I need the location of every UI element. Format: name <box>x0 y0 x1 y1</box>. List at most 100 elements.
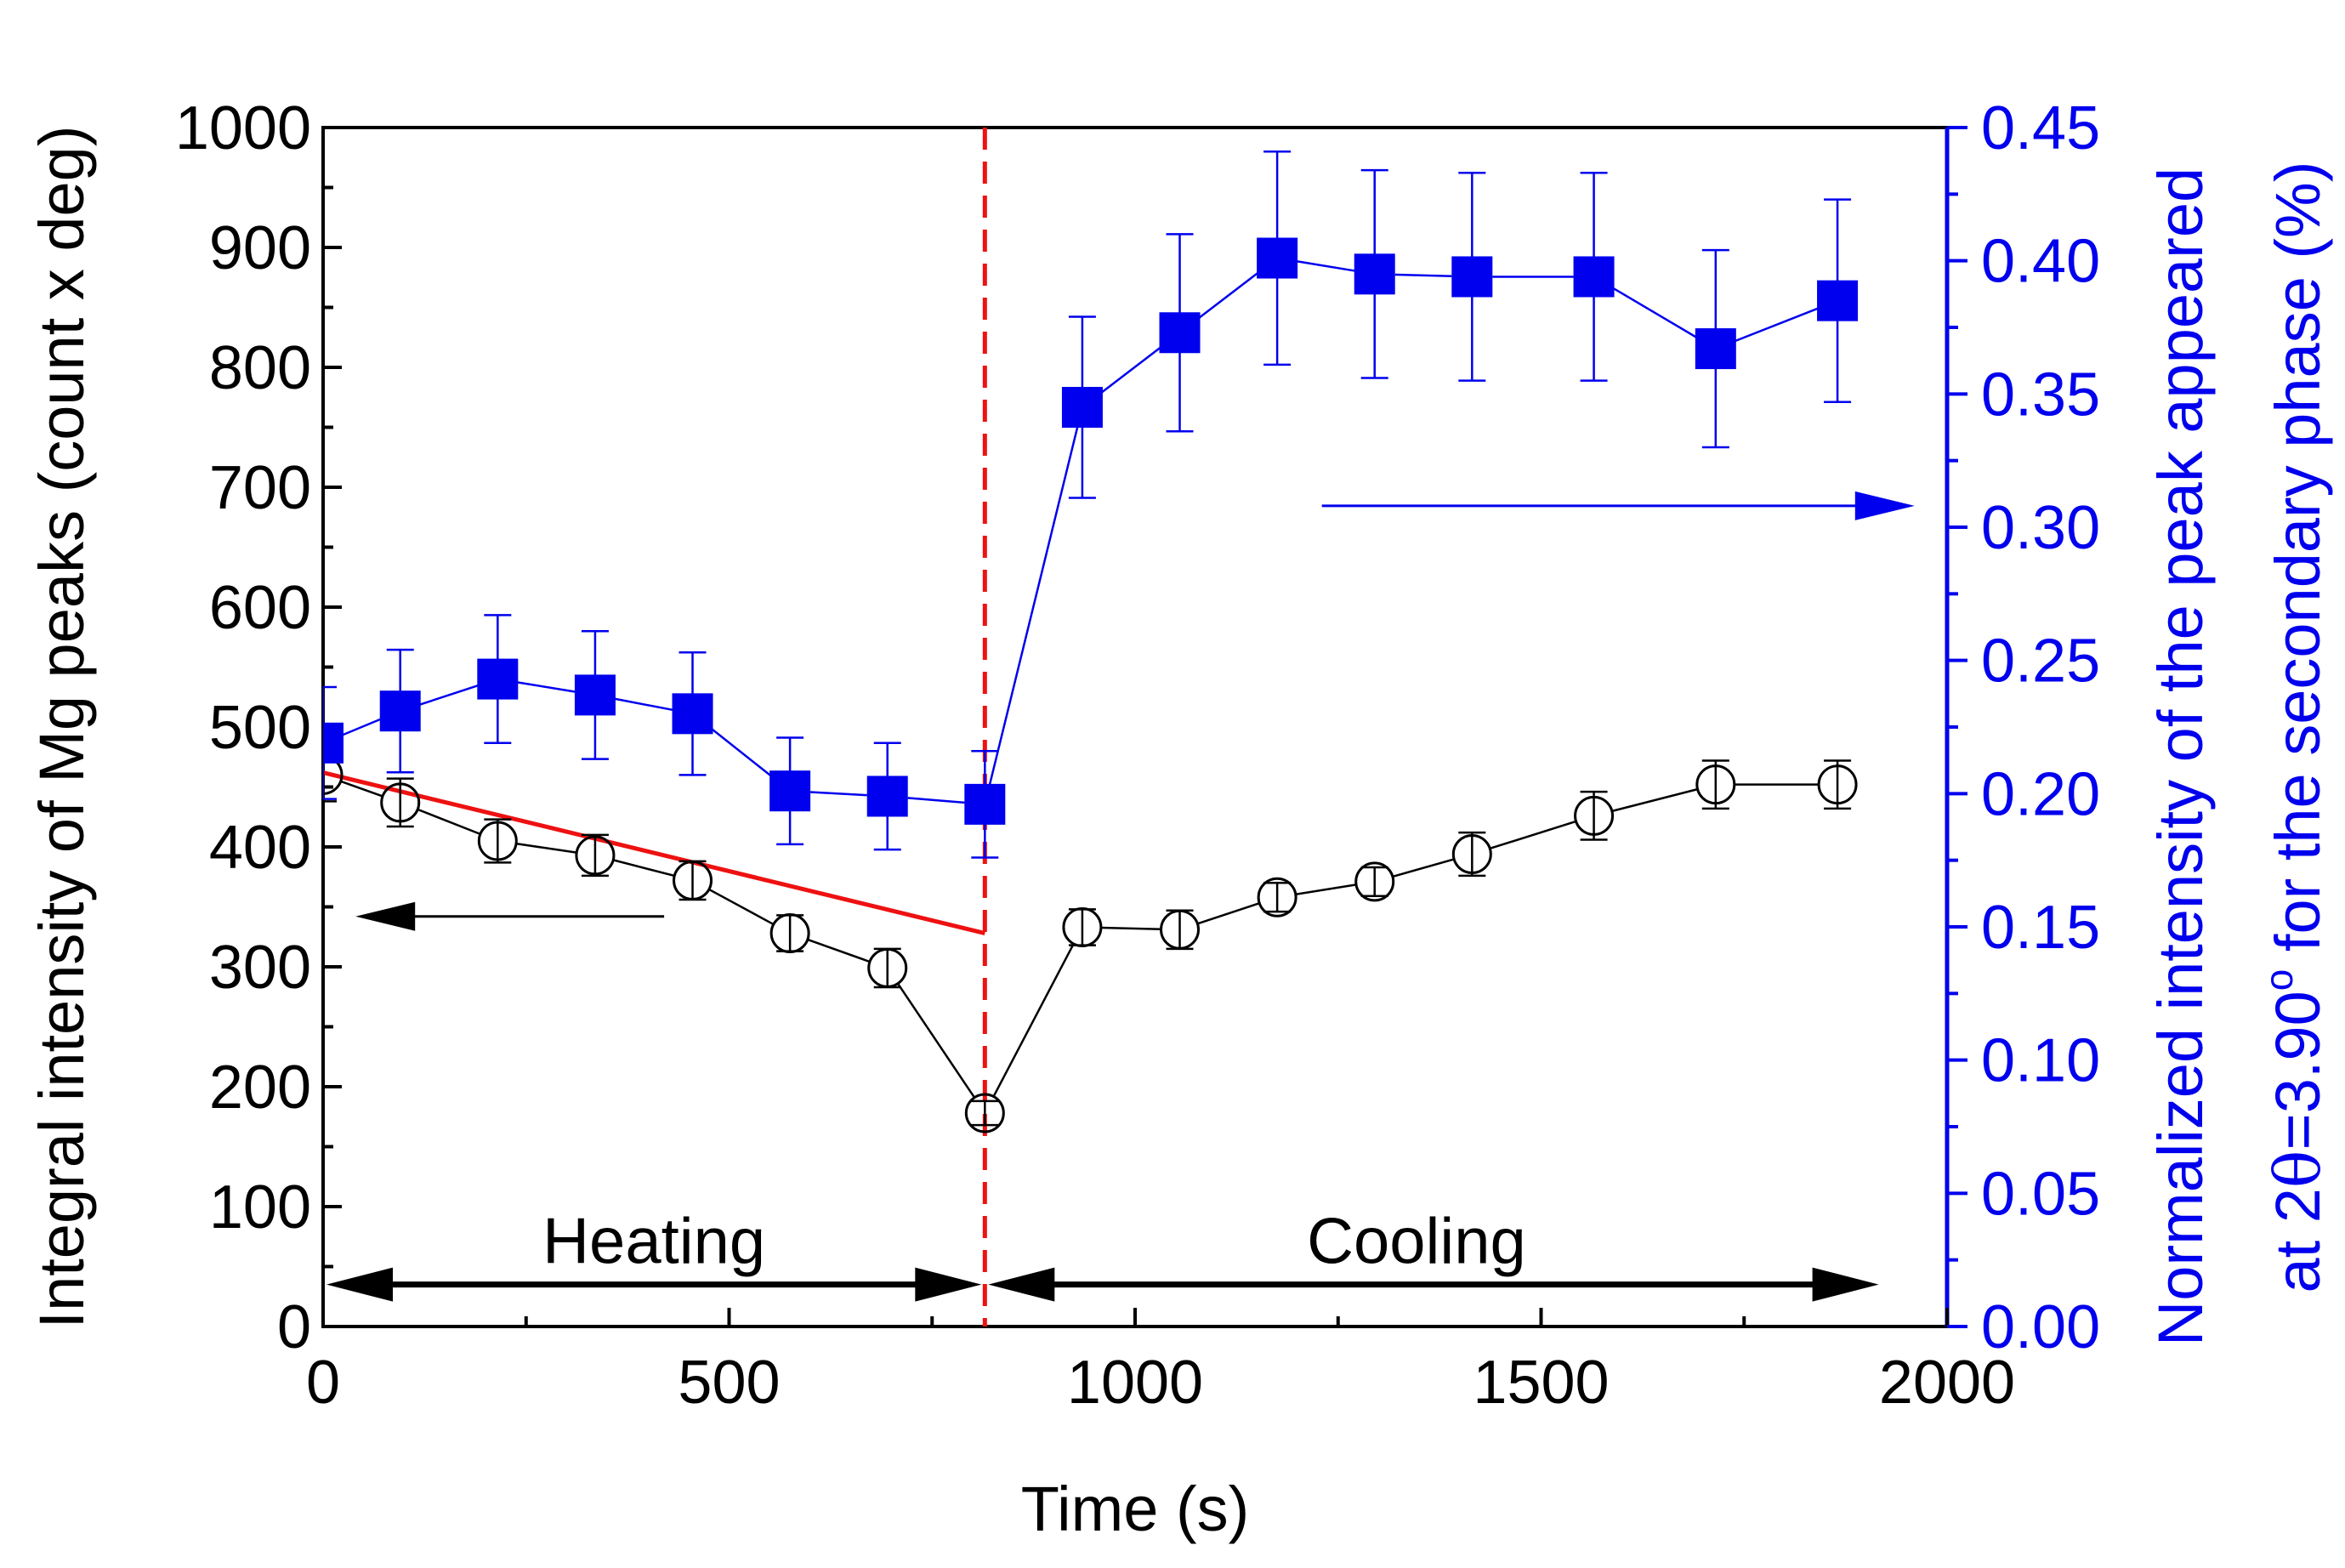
phase-data-point <box>769 770 811 812</box>
left-axis-pointer-head <box>355 901 416 931</box>
y2-tick-label: 0.30 <box>1981 494 2100 562</box>
cooling-range-arrow-head-right <box>1812 1267 1879 1302</box>
y2-title-degree: o <box>2257 969 2301 991</box>
y-tick-label: 900 <box>209 214 311 282</box>
phase-series-segment <box>1610 286 1699 339</box>
heating-range-arrow-head-left <box>326 1267 393 1302</box>
mg-series-segment <box>515 842 577 854</box>
mg-data-point <box>1354 861 1395 902</box>
phase-data-point <box>1695 328 1736 370</box>
phase-series-segment <box>615 697 673 712</box>
y2-tick-label: 0.45 <box>1981 94 2100 162</box>
x-tick-label: 1000 <box>1067 1349 1203 1417</box>
mg-series-segment <box>896 982 976 1099</box>
y2-title-theta: θ <box>2262 1150 2335 1189</box>
mg-series-segment <box>1197 901 1260 925</box>
mg-data-point <box>769 913 810 954</box>
y2-tick-label: 0.40 <box>1981 228 2100 296</box>
mg-data-point <box>867 947 908 988</box>
y-tick-label: 0 <box>277 1293 311 1361</box>
phase-data-point <box>1159 312 1201 354</box>
mg-series-segment <box>340 780 383 798</box>
y2-title-suffix: for the secondary phase (%) <box>2263 162 2333 969</box>
y-tick-label: 700 <box>209 454 311 522</box>
phase-series-segment <box>341 718 383 736</box>
phase-data-point <box>1817 280 1859 321</box>
heating-range-arrow-head-right <box>915 1267 982 1302</box>
mg-data-point <box>1451 833 1492 874</box>
y2-tick-label: 0.35 <box>1981 361 2100 429</box>
y-tick-label: 1000 <box>175 94 311 162</box>
y2-tick-label: 0.00 <box>1981 1293 2100 1361</box>
phase-series-segment <box>707 725 775 780</box>
mg-data-point <box>380 782 421 823</box>
mg-series-segment <box>1100 926 1161 930</box>
y2-tick-label: 0.20 <box>1981 760 2100 828</box>
phase-data-point <box>964 783 1006 825</box>
mg-series-segment <box>992 943 1075 1098</box>
annotation-layer: Heating Cooling <box>326 128 1915 1327</box>
y-axis-left: 0 100 200 300 400 500 600 700 800 900 1000 <box>175 94 342 1361</box>
y-tick-label: 500 <box>209 694 311 762</box>
x-tick-label: 500 <box>678 1349 780 1417</box>
phase-data-point <box>672 693 713 735</box>
y2-axis-title-line2: at 2θ=3.90o for the secondary phase (%) <box>2257 162 2335 1293</box>
linear-fit-line <box>323 770 985 935</box>
mg-series-segment <box>612 859 675 878</box>
mg-series-segment <box>1392 858 1455 878</box>
y2-tick-label: 0.10 <box>1981 1027 2100 1095</box>
phase-series-segment <box>1297 260 1355 272</box>
mg-data-point <box>1695 764 1736 805</box>
phase-series-segment <box>419 684 479 706</box>
phase-series-segment <box>517 681 576 693</box>
phase-data-point <box>323 722 344 764</box>
phase-data-point <box>1061 387 1103 428</box>
mg-series-segment <box>708 888 775 926</box>
phase-series-segment <box>810 791 867 797</box>
mg-series-segment <box>807 938 871 963</box>
x-axis: 0 500 1000 1500 2000 <box>306 1308 2015 1417</box>
phase-data-point <box>1257 237 1298 279</box>
y-tick-label: 300 <box>209 934 311 1002</box>
mg-series-segment <box>1611 787 1698 813</box>
plot-frame <box>321 126 1949 1328</box>
phase-data-point <box>1354 253 1395 295</box>
y-tick-label: 600 <box>209 574 311 642</box>
mg-data-point <box>1574 795 1615 836</box>
y-tick-label: 100 <box>209 1173 311 1241</box>
mg-series-segment <box>417 808 481 836</box>
right-axis-pointer-head <box>1854 491 1915 520</box>
mg-data-point <box>1160 909 1201 950</box>
phase-data-point <box>866 775 908 817</box>
y2-tick-label: 0.05 <box>1981 1160 2100 1228</box>
x-tick-label: 2000 <box>1879 1349 2015 1417</box>
mg-data-point <box>477 821 518 861</box>
phase-series-segment <box>1734 307 1820 343</box>
y-axis-title: Integral intensity of Mg peaks (count x … <box>26 126 97 1329</box>
cooling-label: Cooling <box>1307 1205 1526 1277</box>
phase-series-segment <box>1098 344 1165 396</box>
x-tick-label: 0 <box>306 1349 340 1417</box>
mg-data-point <box>323 754 344 795</box>
mg-series-segment <box>1489 820 1576 850</box>
mg-data-point <box>673 860 713 900</box>
mg-data-point <box>1817 764 1858 805</box>
y-tick-label: 400 <box>209 814 311 882</box>
phase-data-point <box>1451 256 1493 298</box>
x-tick-label: 1500 <box>1473 1349 1609 1417</box>
mg-data-point <box>575 835 616 876</box>
phase-series-segment <box>907 797 965 804</box>
mg-series-segment <box>1295 883 1357 895</box>
plot-area <box>321 126 1950 1328</box>
y2-title-prefix: at 2 <box>2263 1188 2333 1292</box>
phase-data-point <box>574 674 616 716</box>
phase-data-point <box>1573 256 1615 298</box>
y2-tick-label: 0.25 <box>1981 628 2100 696</box>
y2-axis-title-line1: Normalized intensity of the peak appeare… <box>2145 168 2216 1346</box>
y-tick-label: 800 <box>209 334 311 402</box>
marks-layer <box>323 150 1859 1133</box>
phase-data-point <box>477 658 519 700</box>
y-tick-label: 200 <box>209 1054 311 1122</box>
y-axis-right: 0.00 0.05 0.10 0.15 0.20 0.25 0.30 0.35 0.40 0.45 <box>1947 94 2100 1361</box>
